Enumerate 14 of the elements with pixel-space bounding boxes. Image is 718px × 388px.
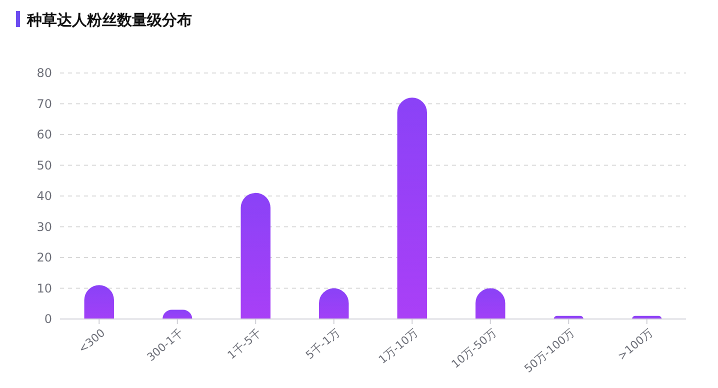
y-tick-label: 10 (36, 281, 52, 296)
x-tick-label: 10万-50万 (449, 326, 499, 371)
y-tick-label: 60 (36, 128, 52, 142)
y-tick-label: 20 (36, 250, 52, 265)
x-tick-label: 5千-1万 (303, 326, 342, 362)
y-tick-label: 70 (36, 96, 52, 111)
chart-title: 种草达人粉丝数量级分布 (26, 11, 192, 29)
y-tick-label: 80 (36, 66, 52, 80)
x-tick-label: 1万-10万 (376, 326, 421, 366)
y-tick-label: 0 (44, 312, 52, 326)
y-tick-label: 50 (36, 158, 52, 172)
x-tick-label: 1千-5千 (225, 326, 264, 362)
y-tick-label: 30 (36, 220, 52, 234)
y-tick-label: 40 (36, 189, 52, 204)
